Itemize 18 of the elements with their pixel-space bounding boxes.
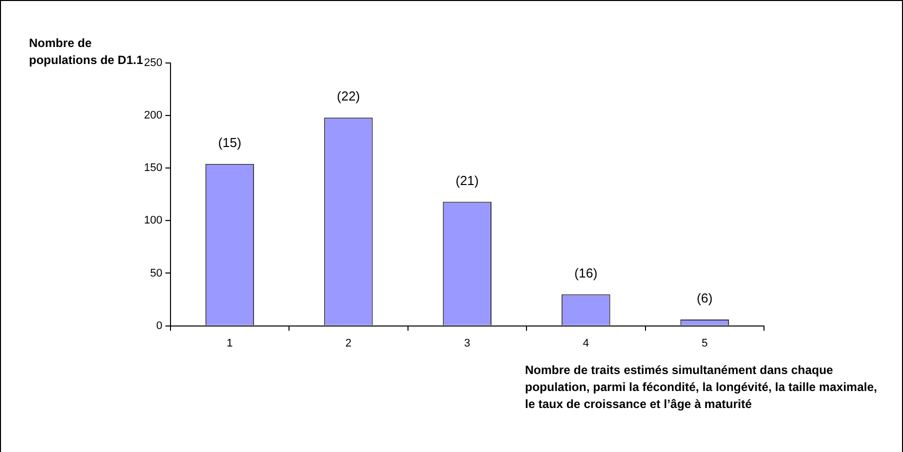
y-tick-label: 0: [156, 320, 162, 332]
y-tick-label: 100: [144, 214, 162, 227]
x-tick-label: 5: [702, 337, 708, 350]
x-axis-title: Nombre de traits estimés simultanément dans chaque population, parmi la fécondité, la longévité, la taille maximale, le taux de croissance et l’âge à maturité: [525, 362, 878, 413]
y-tick-label: 200: [144, 110, 162, 122]
x-tick-label: 3: [464, 337, 470, 350]
annotation: (6): [696, 290, 713, 306]
x-tick-label: 4: [582, 337, 589, 350]
y-tick-label: 250: [144, 57, 162, 70]
y-tick-label: 50: [150, 267, 162, 280]
x-tick-label: 1: [226, 337, 233, 350]
annotation: (16): [574, 265, 598, 280]
annotation: (22): [336, 88, 360, 104]
annotation: (21): [456, 172, 479, 188]
y-tick-label: 150: [144, 162, 162, 174]
annotation: (15): [218, 134, 242, 150]
x-tick-label: 2: [345, 337, 352, 350]
y-axis-title: Nombre de populations de D1.1: [29, 36, 144, 67]
